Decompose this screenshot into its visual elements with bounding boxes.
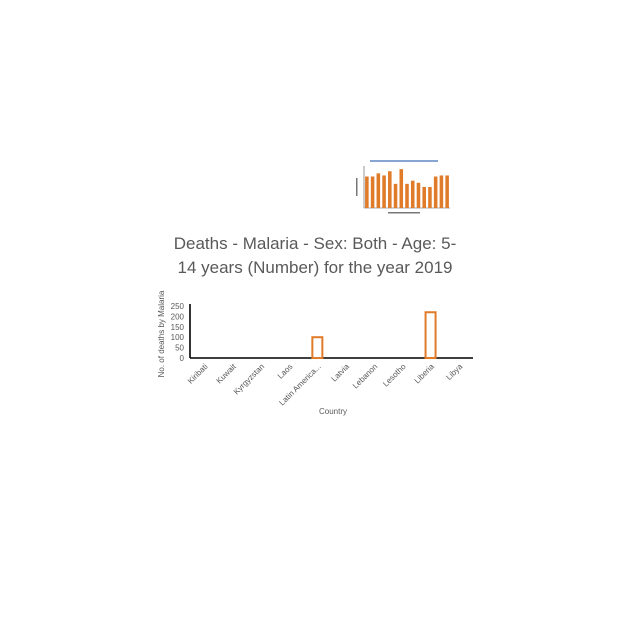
x-tick-label: Kuwait bbox=[215, 362, 239, 386]
thumbnail-bar bbox=[445, 175, 449, 208]
y-tick-label: 250 bbox=[171, 302, 185, 311]
x-tick-label: Lesotho bbox=[381, 362, 408, 389]
thumbnail-bar bbox=[365, 176, 369, 208]
x-tick-label: Laos bbox=[276, 362, 295, 381]
thumbnail-background bbox=[352, 154, 456, 216]
bar bbox=[424, 311, 437, 359]
x-tick-label: Latvia bbox=[330, 362, 352, 384]
thumbnail-bar bbox=[405, 183, 409, 208]
x-tick-label: Liberia bbox=[413, 362, 437, 386]
y-tick-label: 100 bbox=[171, 333, 185, 342]
bar bbox=[311, 336, 324, 359]
thumbnail-bar bbox=[433, 176, 438, 208]
thumbnail-bar bbox=[399, 169, 404, 208]
thumbnail-bar-chart bbox=[352, 154, 456, 216]
thumbnail-xlabel-mark bbox=[388, 212, 420, 214]
x-tick-label: Lebanon bbox=[351, 362, 379, 390]
thumbnail-bar bbox=[382, 175, 386, 208]
x-tick-label: Libya bbox=[444, 362, 464, 382]
thumbnail-bar bbox=[370, 176, 375, 208]
y-tick-label: 200 bbox=[171, 312, 185, 321]
y-axis-title: No. of deaths by Malaria bbox=[157, 290, 166, 377]
thumbnail-bar bbox=[410, 180, 415, 208]
main-bar-chart: No. of deaths by Malaria Country 050 1001… bbox=[157, 290, 473, 416]
y-tick-label: 150 bbox=[171, 323, 185, 332]
thumbnail-bar bbox=[428, 187, 432, 208]
x-tick-label: Kyrgyzstan bbox=[232, 362, 266, 396]
thumbnail-ylabel-mark bbox=[356, 178, 358, 196]
thumbnail-bar bbox=[388, 171, 392, 208]
x-tick-label: Kiribati bbox=[186, 362, 210, 386]
y-tick-label: 0 bbox=[180, 354, 185, 363]
thumbnail-title-mark bbox=[370, 160, 438, 162]
thumbnail-bar bbox=[393, 183, 398, 208]
thumbnail-bar bbox=[422, 187, 426, 208]
x-axis-title: Country bbox=[319, 407, 347, 416]
thumbnail-bar bbox=[439, 175, 444, 208]
chart-title: Deaths - Malaria - Sex: Both - Age: 5-14… bbox=[173, 234, 457, 277]
y-tick-label: 50 bbox=[175, 344, 184, 353]
thumbnail-bar bbox=[376, 173, 381, 208]
thumbnail-bar bbox=[416, 182, 421, 208]
